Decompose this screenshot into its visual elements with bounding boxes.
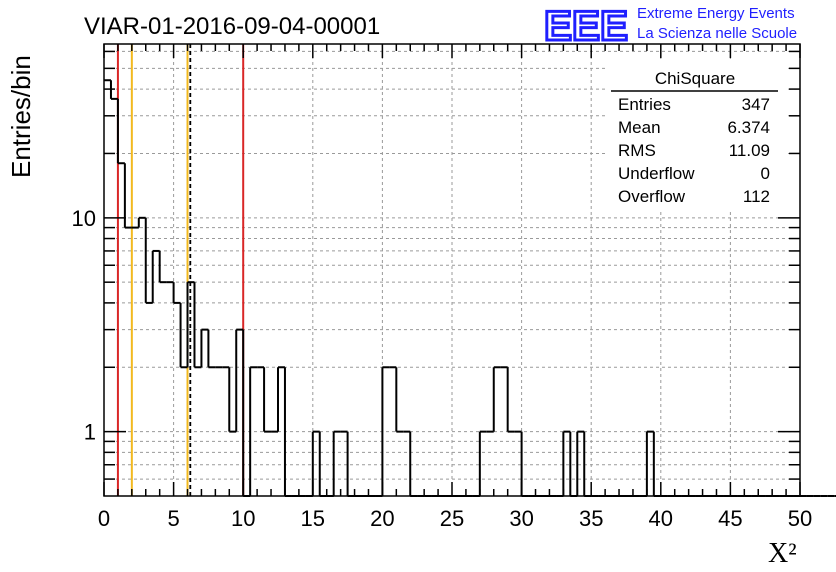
x-tick-label: 35 xyxy=(579,506,603,531)
x-tick-label: 45 xyxy=(718,506,742,531)
stats-value: 6.374 xyxy=(727,118,770,137)
stats-value: 112 xyxy=(743,187,770,206)
stats-label: RMS xyxy=(618,141,656,160)
x-axis-label: X² xyxy=(768,538,797,569)
stats-label: Underflow xyxy=(618,164,695,183)
tick-labels: 0 5 10 15 20 25 30 35 40 45 50 1 10 xyxy=(72,206,813,531)
x-tick-label: 5 xyxy=(167,506,179,531)
eee-logo: EEE Extreme Energy Events La Scienza nel… xyxy=(543,1,798,51)
x-tick-label: 20 xyxy=(370,506,394,531)
y-axis-label: Entries/bin xyxy=(6,55,36,178)
x-tick-label: 15 xyxy=(301,506,325,531)
stats-box: ChiSquare Entries 347 Mean 6.374 RMS 11.09 Und… xyxy=(605,62,785,210)
stats-value: 347 xyxy=(742,95,770,114)
ticks xyxy=(103,44,801,496)
x-tick-label: 10 xyxy=(231,506,255,531)
x-tick-label: 0 xyxy=(98,506,110,531)
x-tick-label: 50 xyxy=(788,506,812,531)
stats-title: ChiSquare xyxy=(655,69,735,88)
logo-mark: EEE xyxy=(544,2,628,49)
x-tick-label: 30 xyxy=(509,506,533,531)
stats-label: Entries xyxy=(618,95,671,114)
stats-label: Overflow xyxy=(618,187,686,206)
logo-line2: La Scienza nelle Scuole xyxy=(637,25,797,42)
logo-line1: Extreme Energy Events xyxy=(637,5,795,22)
x-tick-label: 40 xyxy=(649,506,673,531)
stats-rows: Entries 347 Mean 6.374 RMS 11.09 Underflow 0 Ove… xyxy=(618,95,770,206)
reference-lines xyxy=(116,44,245,496)
stats-value: 0 xyxy=(761,164,770,183)
x-tick-label: 25 xyxy=(440,506,464,531)
stats-value: 11.09 xyxy=(729,141,770,160)
y-tick-label: 10 xyxy=(72,206,96,231)
y-tick-label: 1 xyxy=(84,420,96,445)
chart-title: VIAR-01-2016-09-04-00001 xyxy=(84,13,380,40)
stats-label: Mean xyxy=(618,118,661,137)
